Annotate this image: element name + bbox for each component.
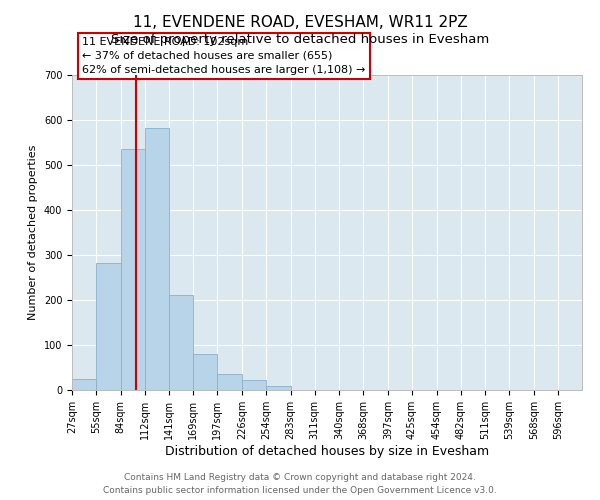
X-axis label: Distribution of detached houses by size in Evesham: Distribution of detached houses by size … xyxy=(165,444,489,458)
Bar xyxy=(217,374,242,390)
Bar xyxy=(96,262,121,390)
Bar xyxy=(266,386,290,390)
Bar xyxy=(145,128,169,390)
Bar xyxy=(169,295,193,390)
Text: 11 EVENDENE ROAD: 102sqm
← 37% of detached houses are smaller (655)
62% of semi-: 11 EVENDENE ROAD: 102sqm ← 37% of detach… xyxy=(82,37,365,75)
Text: Size of property relative to detached houses in Evesham: Size of property relative to detached ho… xyxy=(111,32,489,46)
Bar xyxy=(121,149,145,390)
Bar xyxy=(193,354,217,390)
Y-axis label: Number of detached properties: Number of detached properties xyxy=(28,145,38,320)
Bar xyxy=(72,379,96,390)
Text: Contains HM Land Registry data © Crown copyright and database right 2024.
Contai: Contains HM Land Registry data © Crown c… xyxy=(103,474,497,495)
Bar xyxy=(242,380,266,390)
Text: 11, EVENDENE ROAD, EVESHAM, WR11 2PZ: 11, EVENDENE ROAD, EVESHAM, WR11 2PZ xyxy=(133,15,467,30)
